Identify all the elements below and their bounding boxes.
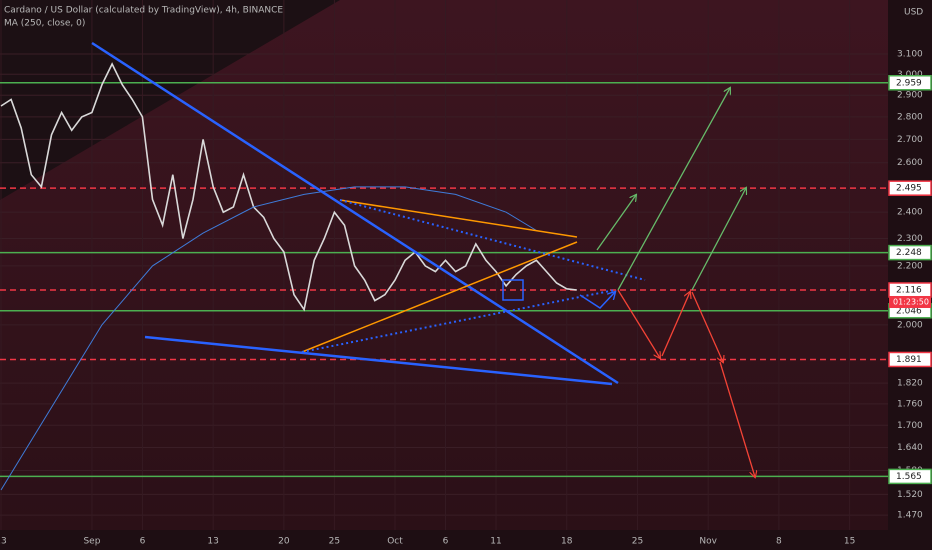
arrow [579, 292, 615, 309]
y-tick-label: 1.470 [897, 511, 923, 521]
price-label: 2.495 [896, 184, 922, 194]
chart-title: Cardano / US Dollar (calculated by Tradi… [4, 6, 283, 16]
indicator-label: MA (250, close, 0) [4, 19, 85, 29]
y-tick-label: 3.100 [897, 49, 923, 59]
x-tick-label: 11 [490, 537, 501, 547]
series-line [0, 62, 577, 312]
series-line [0, 186, 537, 491]
trendline [301, 289, 616, 353]
price-label-box [888, 75, 932, 91]
countdown: 01:23:50 [893, 297, 929, 306]
y-tick-label: 1.760 [897, 399, 923, 409]
y-tick-label: 1.820 [897, 379, 923, 389]
x-tick-label: Sep [83, 537, 100, 547]
price-label-box [888, 351, 932, 368]
price-label: 2.116 [896, 285, 922, 295]
price-label: 2.046 [896, 306, 922, 316]
y-tick-label: 2.400 [897, 208, 923, 218]
x-tick-label: 6 [443, 537, 449, 547]
price-label-box [888, 180, 932, 196]
countdown-box [889, 295, 931, 308]
y-tick-label: 1.640 [897, 443, 923, 453]
price-label: 1.565 [896, 472, 922, 482]
y-tick-label: 2.200 [897, 261, 923, 271]
price-label-box [888, 468, 932, 485]
x-tick-label: 6 [140, 537, 146, 547]
y-tick-label: 2.700 [897, 135, 923, 145]
price-axis [888, 0, 932, 550]
x-tick-label: 13 [207, 537, 218, 547]
arrow [719, 361, 755, 477]
arrow [691, 188, 746, 291]
price-label: 2.248 [896, 248, 922, 258]
y-tick-label: 3.000 [897, 70, 923, 80]
x-tick-label: 20 [278, 537, 290, 547]
x-tick-label: 15 [844, 537, 855, 547]
arrow [617, 289, 660, 358]
y-tick-label: 1.700 [897, 421, 923, 431]
trendline [91, 41, 619, 385]
x-tick-label: 25 [329, 537, 340, 547]
x-tick-label: Nov [699, 537, 717, 547]
y-tick-label: 2.600 [897, 158, 923, 168]
x-tick-label: 8 [776, 537, 782, 547]
x-tick-label: 18 [561, 537, 573, 547]
shaded-region [0, 0, 340, 200]
drawings [91, 41, 755, 477]
arrow [617, 88, 730, 291]
price-label-box [888, 244, 932, 261]
axis-unit: USD [904, 8, 923, 18]
series-layer [0, 0, 888, 530]
time-axis [0, 530, 888, 550]
price-label: 2.959 [896, 78, 922, 88]
arrow [661, 292, 690, 357]
y-tick-label: 2.800 [897, 112, 923, 122]
y-tick-label: 2.900 [897, 91, 923, 101]
box [502, 279, 524, 301]
trendline [301, 241, 578, 353]
trendline [339, 199, 578, 238]
y-tick-label: 1.520 [897, 490, 923, 500]
arrow [691, 291, 723, 362]
x-tick-label: 25 [632, 537, 643, 547]
x-tick-label: 23 [0, 537, 7, 547]
y-tick-label: 2.000 [897, 320, 923, 330]
x-tick-label: Oct [387, 537, 403, 547]
price-label: 1.891 [896, 355, 922, 365]
trendline [144, 335, 613, 386]
y-tick-label: 2.300 [897, 234, 923, 244]
arrow [596, 195, 636, 251]
